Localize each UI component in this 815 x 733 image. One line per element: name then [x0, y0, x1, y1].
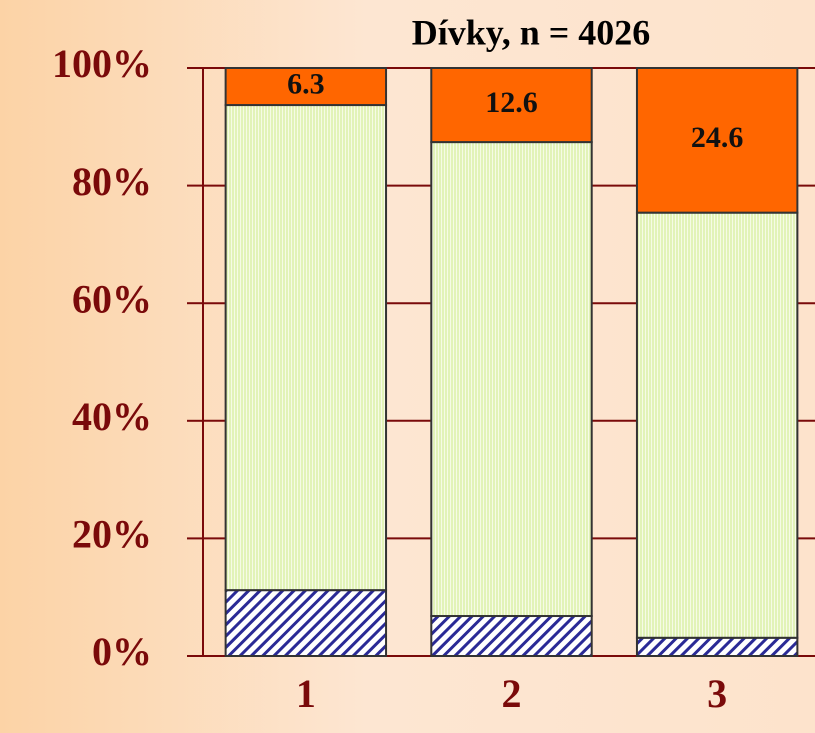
- y-tick-label: 20%: [72, 512, 152, 557]
- y-tick-label: 60%: [72, 276, 152, 321]
- chart-title: Dívky, n = 4026: [412, 12, 651, 52]
- bar-segment: [635, 67, 799, 214]
- y-tick-label: 0%: [92, 629, 152, 674]
- x-tick-label: 3: [707, 671, 727, 716]
- bar-segment: [430, 141, 593, 618]
- x-tick-label: 2: [502, 671, 522, 716]
- y-tick-label: 40%: [72, 394, 152, 439]
- data-label: 24.6: [691, 121, 744, 154]
- data-label: 6.3: [287, 67, 325, 100]
- y-tick-label: 100%: [52, 41, 152, 86]
- bar-segment: [635, 636, 799, 657]
- bar-segment: [224, 589, 388, 657]
- bar-segment: [224, 104, 388, 592]
- data-label: 12.6: [485, 86, 538, 119]
- x-tick-label: 1: [296, 671, 316, 716]
- bar-segment: [635, 211, 799, 639]
- bar-segment: [430, 67, 593, 144]
- bar-segment: [224, 67, 388, 107]
- y-tick-label: 80%: [72, 159, 152, 204]
- bar-segment: [430, 615, 593, 657]
